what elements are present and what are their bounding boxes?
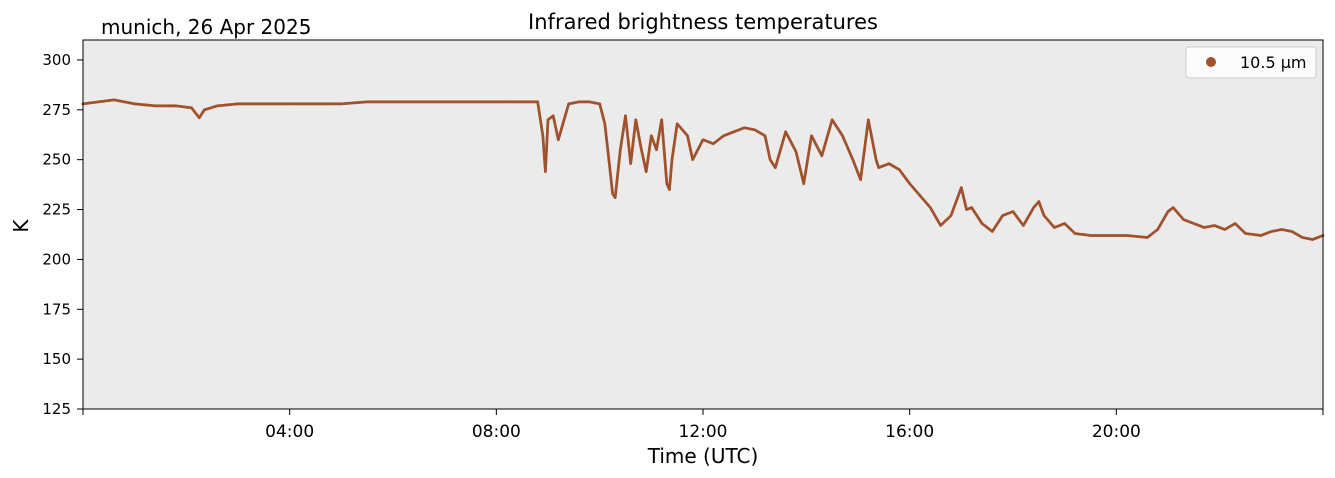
legend-box [1185,46,1317,79]
y-axis-label: K [9,219,33,233]
series-0 [81,98,1325,241]
legend: 10.5 µm [1185,46,1317,79]
x-axis: 04:00 08:00 12:00 16:00 20:00 [82,409,1324,442]
x-tick-label: 16:00 [885,422,934,442]
y-tick-label: 200 [42,250,71,268]
plot-background [83,40,1323,409]
station-date-label: munich, 26 Apr 2025 [101,15,311,39]
legend-label: 10.5 µm [1240,53,1306,72]
x-axis-label: Time (UTC) [647,444,759,468]
chart-title: Infrared brightness temperatures [528,10,878,34]
x-tick-label: 12:00 [679,422,728,442]
y-tick-label: 175 [42,300,71,318]
y-tick-label: 300 [42,51,71,69]
y-tick-label: 275 [42,101,71,119]
data-layer [81,98,1325,241]
y-tick-label: 150 [42,350,71,368]
y-tick-label: 225 [42,201,71,219]
legend-marker [1206,57,1216,67]
x-tick-label: 20:00 [1092,422,1141,442]
y-axis: 125 150 175 200 225 250 275 300 [42,51,83,418]
x-tick-label: 08:00 [472,422,521,442]
plot-area [81,39,1325,410]
x-tick-label: 04:00 [265,422,314,442]
y-tick-label: 125 [42,400,71,418]
y-tick-label: 250 [42,151,71,169]
